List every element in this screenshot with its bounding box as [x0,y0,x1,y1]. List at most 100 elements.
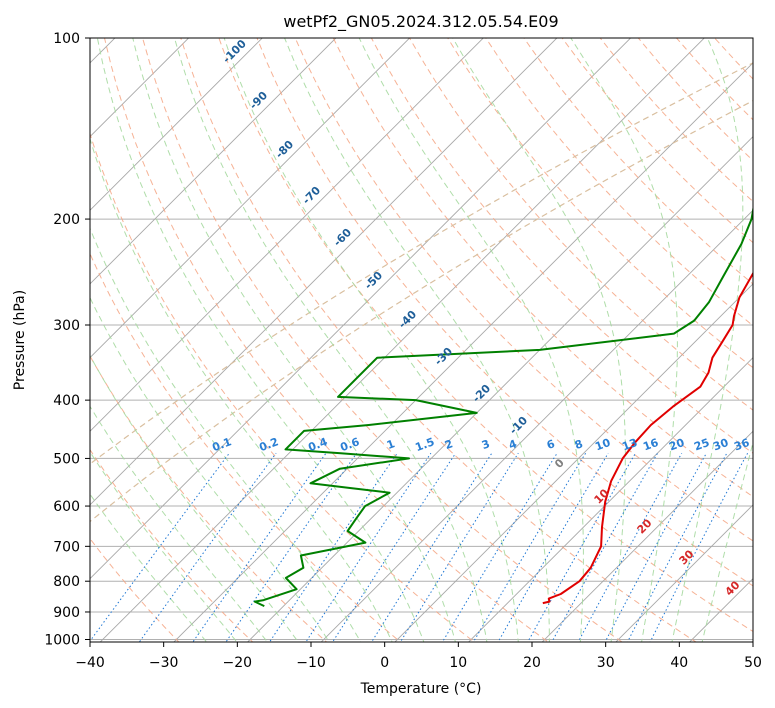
isotherm-line [90,38,337,285]
moist-adiabat-line [90,227,362,642]
mixing-ratio-line [604,452,707,642]
series-layer [253,205,753,608]
moist-adiabat-line [96,38,425,642]
y-tick-label: 800 [53,574,80,590]
mixing-ratio-line [90,452,230,642]
y-tick-label: 1000 [44,633,80,649]
isotherm-line [541,430,753,642]
dry-adiabat-line [90,252,402,642]
isotherm-line [173,62,753,642]
x-tick-label: 0 [380,655,389,671]
moist-adiabat-line [174,38,488,642]
x-tick-label: 10 [449,655,467,671]
y-tick-label: 600 [53,499,80,515]
mixing-ratio-label: 0.4 [306,435,329,454]
mixing-ratio-label: 20 [667,436,686,454]
curved-reference-line [90,62,753,465]
dry-adiabat-line [103,38,550,642]
dry-adiabat-line [256,38,753,587]
mixing-ratio-line [577,452,683,642]
x-tick-label: 40 [670,655,688,671]
isotherm-line [90,38,558,506]
moist-adiabat-line [701,440,753,642]
mixing-ratio-label: 25 [692,436,711,453]
moist-adiabat-line [671,38,744,642]
mixing-ratio-label: 0.6 [338,435,361,454]
x-tick-label: 20 [523,655,541,671]
mixing-ratio-line [138,452,277,642]
y-tick-label: 500 [53,451,80,467]
y-tick-label: 200 [53,212,80,228]
x-tick-label: 30 [597,655,615,671]
isotherm-line [90,38,632,580]
dry-adiabat-line [90,132,476,642]
isobar-gridlines [90,38,753,640]
moist-adiabat-line [223,38,519,642]
dry-adiabat-line [90,355,328,642]
dry-adiabat-line [142,38,623,642]
y-axis-ticks: 100 200 300 400 500 600 700 800 900 1000 [44,31,90,649]
y-tick-label: 700 [53,539,80,555]
mixing-ratio-label: 13 [620,436,639,453]
mixing-ratio-label: 0.2 [257,435,280,454]
curved-reference-line [90,100,753,523]
dry-adiabat-line [332,38,753,498]
x-axis-label: Temperature (°C) [360,681,482,697]
mixing-ratio-line [225,452,358,642]
mixing-ratio-label: 36 [732,436,751,454]
isotherm-line [320,209,753,642]
x-tick-label: −40 [75,655,105,671]
moist-adiabat-line [90,354,299,642]
mixing-ratio-line [527,452,636,642]
mixing-ratio-label: 8 [573,437,585,452]
moist-adiabat-line [90,137,393,642]
isotherm-line [467,356,753,642]
mixing-ratio-line [626,452,728,642]
dry-adiabat-line [90,448,254,642]
mixing-ratio-line [551,452,659,642]
mixing-ratio-line [331,452,457,642]
temperature-profile-line [542,271,753,605]
mixing-ratio-line [305,452,432,642]
x-tick-label: −30 [149,655,179,671]
dewpoint-profile-line [253,205,753,608]
moist-adiabats [90,38,753,642]
moist-adiabat-line [132,38,456,642]
mixing-ratio-line [497,452,609,642]
mixing-ratio-label: 4 [507,437,519,452]
isotherm-line [90,38,263,211]
moist-adiabat-line [90,451,238,642]
x-tick-label: 50 [744,655,762,671]
y-tick-label: 100 [53,31,80,47]
y-axis-label: Pressure (hPa) [12,290,28,390]
moist-adiabat-line [90,296,330,642]
mixing-ratio-line [371,452,493,642]
dry-adiabat-line [370,38,753,454]
mixing-ratio-lines [90,452,749,642]
x-tick-label: −20 [223,655,253,671]
dry-adiabat-line [90,537,180,642]
mixing-ratio-label: 10 [593,436,612,454]
mixing-ratio-label: 0.1 [210,435,233,454]
moist-adiabat-line [284,38,550,642]
x-tick-label: −10 [296,655,326,671]
y-tick-label: 400 [53,393,80,409]
moist-adiabat-line [452,38,626,642]
isotherm-line [394,283,753,642]
moist-adiabat-line [90,405,269,642]
mixing-ratio-line [441,452,558,642]
mixing-ratio-label: 3 [480,437,492,452]
isotherm-line [99,38,705,642]
mixing-ratio-line [472,452,587,642]
isotherm-line [90,38,484,432]
x-axis-ticks: −40 −30 −20 −10 0 10 20 30 40 50 [75,642,762,671]
plot-frame [89,37,754,643]
mixing-ratio-label: 16 [641,436,660,454]
dry-adiabat-line [408,38,753,411]
mixing-ratio-line [649,452,749,642]
moist-adiabat-line [90,493,208,642]
dry-adiabat-line [180,38,697,642]
chart-title: wetPf2_GN05.2024.312.05.54.E09 [283,12,558,32]
mixing-ratio-label: 1.5 [413,435,436,454]
